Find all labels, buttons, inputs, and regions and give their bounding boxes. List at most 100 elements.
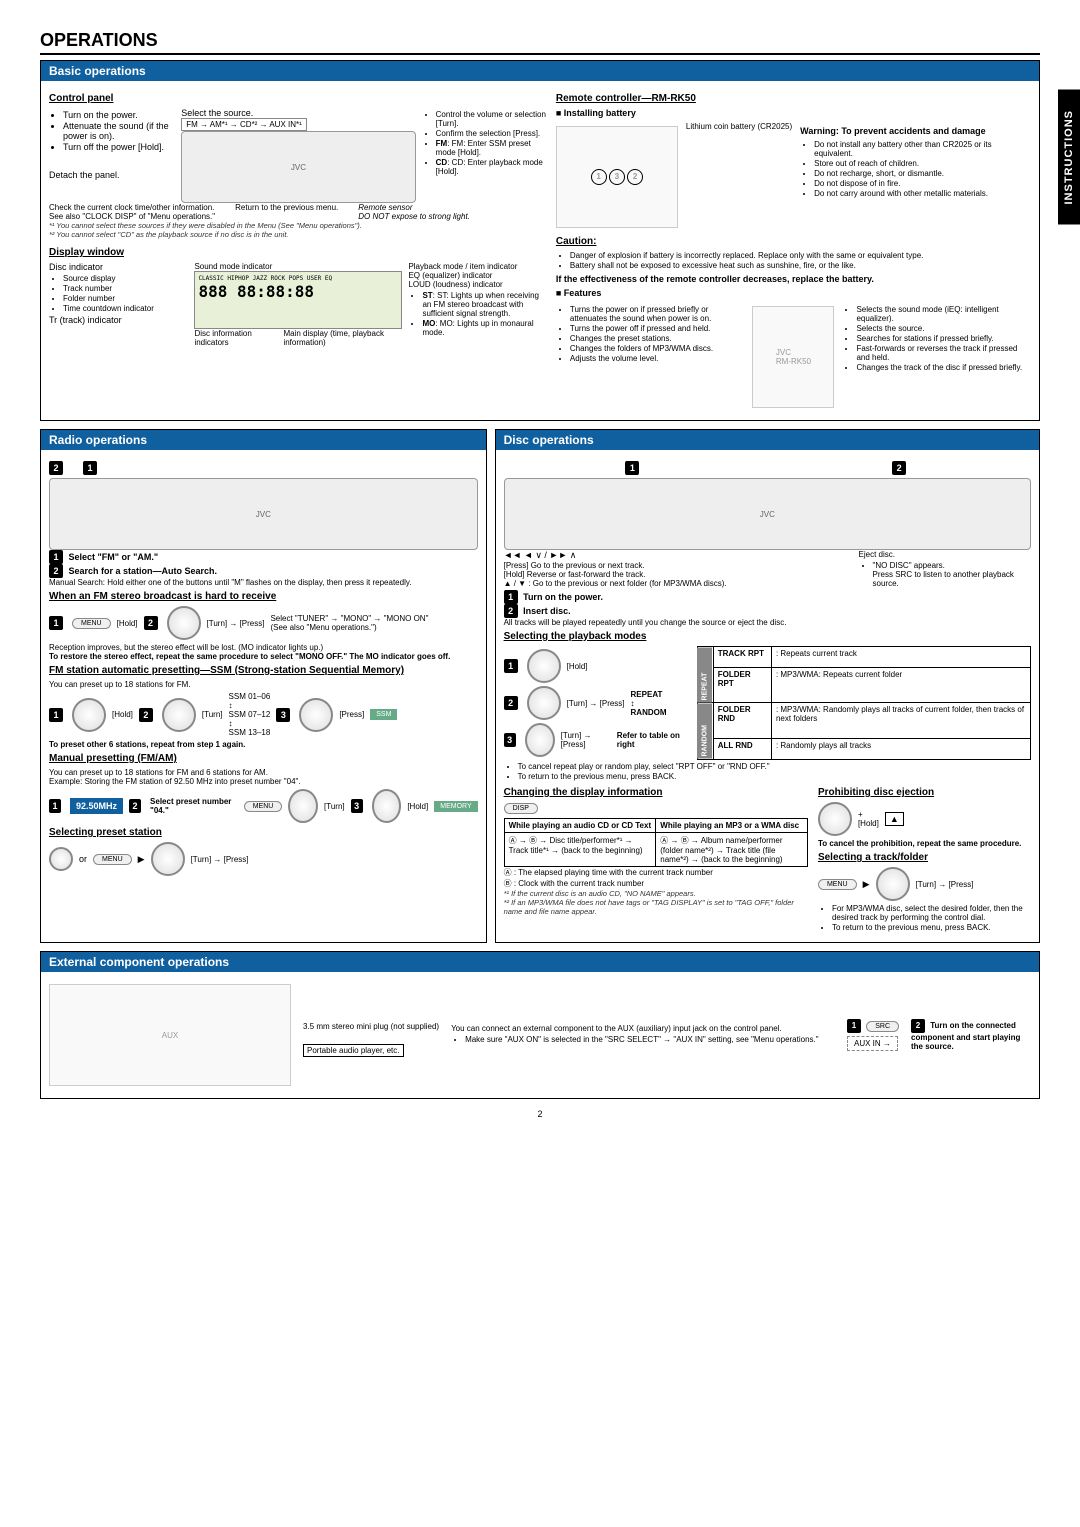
all-rnd: ALL RND: [718, 741, 753, 750]
caution: Danger of explosion if battery is incorr…: [570, 251, 1031, 260]
footnote1: *¹ You cannot select these sources if th…: [49, 221, 548, 230]
press: [Press]: [339, 710, 364, 719]
knob: [151, 842, 185, 876]
ext-desc: You can connect an external component to…: [451, 1024, 835, 1033]
auxin-display: AUX IN →: [847, 1036, 898, 1051]
knob: [525, 723, 555, 757]
freq-display: 92.50MHz: [70, 798, 123, 814]
feat-r: Changes the track of the disc if pressed…: [856, 363, 1031, 372]
repeat-col: REPEAT: [697, 647, 713, 703]
hold-note: [Hold] Reverse or fast-forward the track…: [504, 570, 849, 579]
disc-section: Disc operations 12 JVC ◄◄ ◄ ∨ / ►► ∧ [Pr…: [495, 429, 1040, 943]
feat-l: Changes the preset stations.: [570, 334, 745, 343]
turn-press: [Turn] → [Press]: [191, 855, 249, 864]
disp-btn: DISP: [504, 803, 538, 814]
battery-label: Lithium coin battery (CR2025): [686, 122, 792, 232]
menu-btn: MENU: [818, 879, 857, 890]
disp-item: Track number: [63, 284, 188, 293]
external-section: External component operations AUX 3.5 mm…: [40, 951, 1040, 1099]
disp-item: Time countdown indicator: [63, 304, 188, 313]
feat-r: Selects the source.: [856, 324, 1031, 333]
foot1: *¹ If the current disc is an audio CD, "…: [504, 889, 808, 898]
warn: Do not dispose of in fire.: [814, 179, 1031, 188]
basic-header: Basic operations: [41, 61, 1039, 81]
knob: [527, 686, 561, 720]
folder-rpt-d: MP3/WMA: Repeats current folder: [780, 670, 902, 679]
source-flow: FM → AM*¹ → CD*² → AUX IN*¹: [181, 118, 307, 131]
ssm-badge: SSM: [370, 709, 397, 720]
b-desc: Ⓑ : Clock with the current track number: [504, 878, 808, 889]
press-note: [Press] Go to the previous or next track…: [504, 561, 849, 570]
page-number: 2: [40, 1109, 1040, 1119]
hold: [Hold]: [567, 662, 588, 671]
track-rpt: TRACK RPT: [718, 649, 764, 658]
reception: Reception improves, but the stereo effec…: [49, 643, 478, 652]
turn-on: Turn on the power.: [523, 592, 603, 602]
feat-r: Searches for stations if pressed briefly…: [856, 334, 1031, 343]
random-col: RANDOM: [697, 703, 713, 760]
manual-title: Manual presetting (FM/AM): [49, 753, 478, 764]
disc-info-ind: Disc information indicators: [194, 329, 271, 347]
disc-panel: JVC: [504, 478, 1031, 550]
ssm-title: FM station automatic presetting—SSM (Str…: [49, 665, 478, 676]
radio-step1: Select "FM" or "AM.": [69, 552, 159, 562]
mp3-flow: Ⓐ → Ⓑ → Album name/performer (folder nam…: [656, 833, 808, 867]
sensor-note: Remote sensor DO NOT expose to strong li…: [358, 203, 470, 221]
prohibit-cancel: To cancel the prohibition, repeat the sa…: [818, 839, 1021, 848]
tr-ind: Tr (track) indicator: [49, 315, 188, 325]
radio-header: Radio operations: [41, 430, 486, 450]
knob: [162, 698, 196, 732]
disp-r: LOUD (loudness) indicator: [408, 280, 547, 289]
cp-right: Confirm the selection [Press].: [436, 129, 548, 138]
side-tab: INSTRUCTIONS: [1058, 90, 1080, 225]
turn: [Turn]: [202, 710, 223, 719]
nodisc: "NO DISC" appears. Press SRC to listen t…: [873, 561, 1031, 588]
return-note: Return to the previous menu.: [235, 203, 338, 221]
installing: ■ Installing battery: [556, 108, 1031, 118]
feat-l: Turns the power off if pressed and held.: [570, 324, 745, 333]
lcd-display: CLASSIC HIPHOP JAZZ ROCK POPS USER EQ 88…: [194, 271, 402, 329]
foot2: *² If an MP3/WMA file does not have tags…: [504, 898, 808, 916]
detach-label: Detach the panel.: [49, 170, 175, 180]
radio-panel: JVC: [49, 478, 478, 550]
feat-l: Adjusts the volume level.: [570, 354, 745, 363]
or: or: [79, 854, 87, 864]
change-title: Changing the display information: [504, 787, 808, 798]
source-label: Select the source.: [181, 108, 415, 118]
menu-btn: MENU: [244, 801, 283, 812]
knob: [372, 789, 402, 823]
select-desc: For MP3/WMA disc, select the desired fol…: [832, 904, 1031, 922]
prohibit-title: Prohibiting disc ejection: [818, 787, 1031, 798]
warn: Store out of reach of children.: [814, 159, 1031, 168]
remote-diagram: JVCRM-RK50: [752, 306, 834, 408]
select-title: Selecting a track/folder: [818, 852, 1031, 863]
turn: [Turn] → [Press]: [916, 880, 974, 889]
sel-preset-title: Selecting preset station: [49, 827, 478, 838]
battery-diagram: 1 3 2: [556, 126, 678, 228]
mode-table: REPEAT TRACK RPT : Repeats current track…: [697, 646, 1031, 760]
radio-step2: Search for a station—Auto Search.: [69, 566, 218, 576]
cd-title: While playing an audio CD or CD Text: [509, 821, 652, 830]
caution: Battery shall not be exposed to excessiv…: [570, 261, 1031, 270]
control-panel-diagram: JVC: [181, 131, 415, 203]
ssm-desc: You can preset up to 18 stations for FM.: [49, 680, 478, 689]
eject: Eject disc.: [859, 550, 1031, 559]
select-return: To return to the previous menu, press BA…: [832, 923, 1031, 932]
folder-note: ▲ / ▼ : Go to the previous or next folde…: [504, 579, 849, 588]
menu-btn: MENU: [72, 618, 111, 629]
track-rpt-d: Repeats current track: [780, 649, 856, 658]
plug: 3.5 mm stereo mini plug (not supplied): [303, 1022, 439, 1031]
folder-rpt: FOLDER RPT: [718, 670, 751, 688]
cp-note: Attenuate the sound (if the power is on)…: [63, 121, 175, 141]
knob: [818, 802, 852, 836]
a-desc: Ⓐ : The elapsed playing time with the cu…: [504, 867, 808, 878]
mono-select: Select "TUNER" → "MONO" → "MONO ON" (See…: [270, 614, 477, 632]
refer: Refer to table on right: [617, 731, 689, 749]
modes-title: Selecting the playback modes: [504, 631, 1031, 642]
warn: Do not recharge, short, or dismantle.: [814, 169, 1031, 178]
ext-step2: Turn on the connected component and star…: [911, 1021, 1020, 1051]
preset-other: To preset other 6 stations, repeat from …: [49, 740, 245, 749]
control-panel-title: Control panel: [49, 93, 548, 104]
remote-title: Remote controller—RM-RK50: [556, 93, 1031, 104]
disc-header: Disc operations: [496, 430, 1039, 450]
